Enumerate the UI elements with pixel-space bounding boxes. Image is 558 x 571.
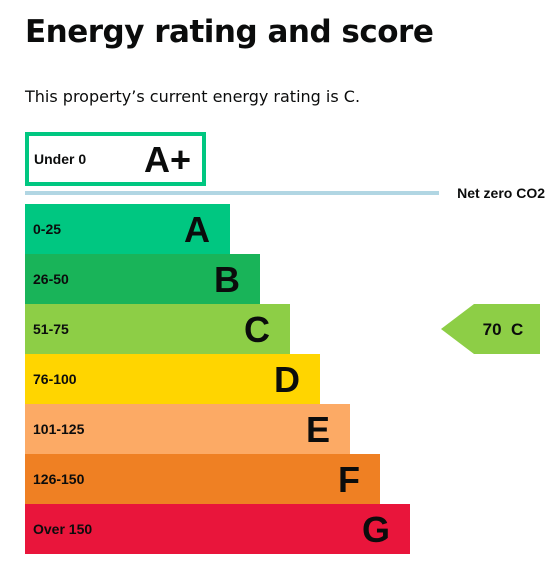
band-g-letter: G bbox=[362, 509, 390, 550]
rating-summary: This property’s current energy rating is… bbox=[25, 87, 361, 106]
band-d-letter: D bbox=[274, 359, 300, 400]
band-c-letter: C bbox=[244, 309, 270, 350]
page-title: Energy rating and score bbox=[25, 14, 434, 50]
band-c-bar bbox=[25, 304, 290, 354]
current-rating-arrow bbox=[441, 304, 540, 354]
band-b-letter: B bbox=[214, 259, 240, 300]
band-a-plus-range: Under 0 bbox=[34, 151, 86, 167]
band-d-range: 76-100 bbox=[33, 371, 77, 387]
band-g-bar bbox=[25, 504, 410, 554]
band-f-letter: F bbox=[338, 459, 360, 500]
band-g-range: Over 150 bbox=[33, 521, 92, 537]
current-rating-label: 70 C bbox=[483, 320, 524, 339]
band-d-bar bbox=[25, 354, 320, 404]
band-c-range: 51-75 bbox=[33, 321, 69, 337]
band-f-range: 126-150 bbox=[33, 471, 85, 487]
band-a-plus-letter: A+ bbox=[144, 139, 191, 180]
band-a-range: 0-25 bbox=[33, 221, 61, 237]
band-b-bar bbox=[25, 254, 260, 304]
band-a-plus-bar bbox=[25, 132, 206, 186]
band-a-bar bbox=[25, 204, 230, 254]
band-f-bar bbox=[25, 454, 380, 504]
band-e-range: 101-125 bbox=[33, 421, 85, 437]
net-zero-label: Net zero CO2 bbox=[457, 185, 545, 201]
band-a-letter: A bbox=[184, 209, 210, 250]
band-e-bar bbox=[25, 404, 350, 454]
band-e-letter: E bbox=[306, 409, 330, 450]
band-b-range: 26-50 bbox=[33, 271, 69, 287]
